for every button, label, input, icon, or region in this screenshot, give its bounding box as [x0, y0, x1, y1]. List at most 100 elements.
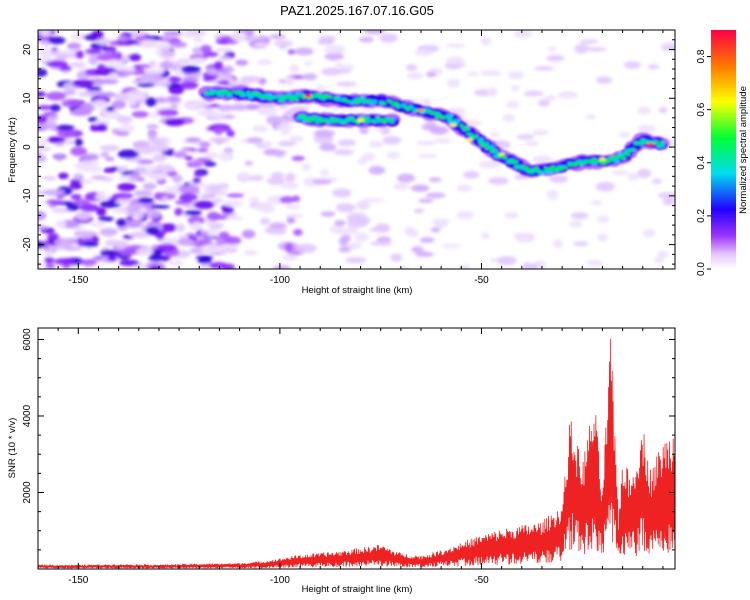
colorbar-gradient [711, 30, 736, 269]
spectrogram-noise-blob [109, 72, 119, 81]
spectrogram-noise-blob [187, 215, 205, 225]
y-tick-label: -20 [22, 237, 33, 252]
spectrogram-noise-blob [557, 91, 578, 99]
spectrogram-noise-blob [79, 102, 96, 112]
spectrogram-noise-blob [415, 251, 434, 258]
spectrogram-noise-blob [359, 127, 369, 134]
spectrogram-noise-blob [193, 36, 204, 43]
spectrogram-noise-blob [546, 190, 559, 200]
spectrogram-noise-blob [248, 196, 260, 202]
spectrogram-noise-blob [283, 109, 296, 119]
spectrogram-ridge-blob [446, 117, 452, 121]
spectrogram-ridge-blob [270, 96, 275, 100]
spectrogram-noise-blob [55, 153, 64, 161]
spectrogram-noise-blob [159, 49, 176, 60]
spectrogram-noise-blob [497, 255, 517, 266]
spectrogram-noise-blob [553, 239, 563, 249]
spectrogram-noise-blob [179, 193, 198, 202]
spectrogram-ridge-blob [389, 120, 395, 123]
spectrogram-noise-blob [241, 229, 256, 239]
spectrogram-noise-blob [456, 210, 475, 220]
spectrogram-ridge-blob [626, 152, 631, 156]
spectrogram-noise-blob [146, 123, 159, 130]
spectrogram-noise-blob [197, 147, 209, 153]
spectrogram-noise-blob [623, 61, 641, 69]
spectrogram-noise-blob [479, 70, 502, 77]
spectrogram-noise-blob [658, 106, 668, 114]
spectrogram-noise-blob [185, 137, 202, 143]
spectrogram-ridge-blob [640, 138, 646, 142]
spectrogram-noise-blob [585, 114, 597, 120]
spectrogram-noise-blob [579, 39, 599, 44]
spectrogram-noise-blob [277, 140, 297, 147]
spectrogram-noise-blob [115, 131, 130, 137]
spectrogram-noise-blob [140, 39, 158, 49]
colorbar-tick-label: 0.2 [696, 209, 707, 223]
spectrogram-peak [449, 123, 457, 127]
spectrogram-noise-blob [269, 222, 287, 230]
spectrogram-noise-blob [430, 227, 441, 233]
colorbar: 0.0 0.2 0.4 0.6 0.8 Normalized spectral ampl… [696, 30, 749, 276]
spectrogram-ridge-blob [442, 115, 447, 119]
spectrogram-noise-blob [287, 49, 296, 55]
spectrogram-ridge-blob [502, 156, 508, 160]
spectrogram-noise-blob [80, 178, 93, 185]
spectrogram-ridge-blob [463, 127, 469, 131]
spectrogram-noise-blob [487, 177, 509, 185]
spectrogram-ridge-blob [375, 116, 380, 120]
spectrogram-noise-blob [107, 59, 123, 68]
snr-x-label: Height of straight line (km) [302, 584, 413, 595]
spectrogram-noise-blob [164, 118, 185, 127]
spectrogram-noise-blob [266, 115, 284, 125]
spectrogram-noise-blob [169, 41, 188, 48]
spectrogram-noise-blob [184, 155, 194, 161]
spectrogram-ridge-blob [324, 119, 330, 122]
spectrogram-noise-blob [62, 89, 76, 96]
x-tick-label: -100 [270, 275, 290, 286]
spectrogram-noise-blob [354, 232, 370, 242]
spectrogram-x-ticks: -150 -100 -50 [57, 30, 664, 286]
spectrogram-noise-blob [206, 69, 221, 75]
spectrogram-noise-blob [419, 237, 435, 244]
spectrogram-noise-blob [44, 256, 55, 264]
spectrogram-noise-blob [91, 30, 104, 39]
spectrogram-noise-blob [416, 140, 436, 146]
spectrogram-noise-blob [156, 111, 174, 116]
spectrogram-noise-blob [337, 139, 357, 147]
spectrogram-noise-blob [332, 188, 352, 198]
spectrogram-noise-blob [319, 142, 337, 152]
spectrogram-noise-blob [333, 69, 352, 74]
spectrogram-ridge-blob [660, 140, 665, 145]
spectrogram-noise-blob [626, 172, 640, 181]
y-tick-label: 6000 [22, 328, 33, 351]
spectrogram-noise-blob [244, 161, 254, 166]
snr-y-label: SNR (10 * v/v) [7, 418, 18, 479]
spectrogram-noise-blob [545, 95, 557, 101]
spectrogram-noise-blob [214, 47, 232, 53]
spectrogram-ridge-blob [642, 141, 648, 144]
spectrogram-noise-blob [390, 253, 403, 262]
spectrogram-noise-blob [207, 185, 223, 192]
spectrogram-noise-blob [126, 97, 137, 106]
spectrogram-ridge-blob [306, 119, 313, 123]
spectrogram-x-label: Height of straight line (km) [302, 285, 413, 296]
spectrogram-noise-blob [379, 33, 398, 43]
spectrogram-noise-blob [285, 76, 296, 86]
spectrogram-noise-blob [585, 47, 607, 52]
spectrogram-noise-blob [223, 147, 234, 154]
spectrogram-ridge-blob [318, 94, 324, 98]
spectrogram-noise-blob [177, 238, 194, 246]
spectrogram-noise-blob [145, 226, 160, 235]
spectrogram-noise-blob [152, 97, 169, 103]
spectrogram-noise-blob [226, 193, 245, 198]
spectrogram-noise-blob [218, 231, 230, 239]
spectrogram-blobs [38, 30, 675, 269]
spectrogram-noise-blob [38, 68, 48, 77]
spectrogram-noise-blob [193, 172, 205, 177]
spectrogram-noise-blob [407, 72, 424, 80]
spectrogram-noise-blob [183, 32, 196, 38]
colorbar-tick-label: 0.6 [696, 102, 707, 116]
spectrogram-noise-blob [38, 91, 46, 97]
spectrogram-ridge-blob [432, 111, 438, 115]
spectrogram-ridge-blob [246, 91, 251, 94]
